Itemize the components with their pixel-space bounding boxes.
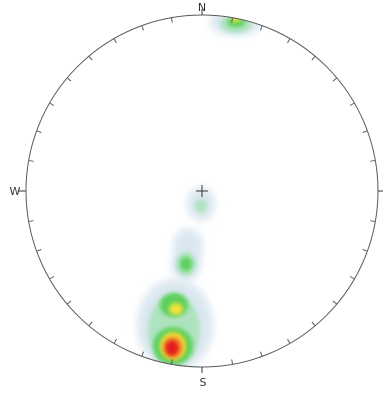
degree-tick <box>349 102 355 106</box>
degree-tick <box>28 159 34 162</box>
degree-tick <box>231 359 234 365</box>
degree-tick <box>260 351 263 357</box>
density-cluster-north <box>210 15 262 36</box>
label-west: W <box>10 185 21 198</box>
degree-tick <box>370 220 376 223</box>
degree-tick <box>362 249 368 252</box>
degree-tick <box>49 276 55 280</box>
density-cluster-south <box>137 279 213 367</box>
label-south: S <box>200 376 207 389</box>
degree-tick <box>88 55 93 61</box>
degree-tick <box>231 17 234 23</box>
degree-tick <box>362 130 368 133</box>
degree-tick <box>28 220 34 223</box>
degree-tick <box>113 338 117 344</box>
label-north: N <box>198 1 206 14</box>
degree-tick <box>332 300 338 305</box>
density-cluster-mid <box>171 228 203 281</box>
degree-tick <box>141 25 144 31</box>
degree-tick <box>370 159 376 162</box>
degree-tick <box>260 25 263 31</box>
degree-tick <box>332 77 338 82</box>
center-crosshair-icon <box>196 185 208 197</box>
degree-tick <box>287 38 291 44</box>
degree-tick <box>66 77 72 82</box>
degree-tick <box>170 359 173 365</box>
degree-tick <box>36 130 42 133</box>
degree-tick <box>311 55 316 61</box>
degree-tick <box>141 351 144 357</box>
degree-tick <box>88 321 93 327</box>
degree-tick <box>349 276 355 280</box>
degree-tick <box>49 102 55 106</box>
degree-tick <box>170 17 173 23</box>
density-contours <box>137 15 262 367</box>
net-degree-ticks <box>28 17 376 365</box>
degree-tick <box>36 249 42 252</box>
degree-tick <box>66 300 72 305</box>
degree-tick <box>287 338 291 344</box>
density-cluster-center <box>187 187 215 221</box>
degree-tick <box>311 321 316 327</box>
degree-tick <box>113 38 117 44</box>
